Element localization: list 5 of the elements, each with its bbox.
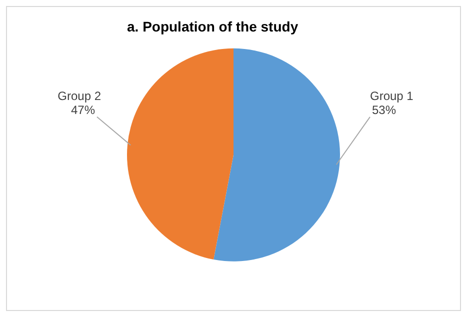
data-label: 53%: [372, 103, 396, 118]
chart-title: a. Population of the study: [127, 18, 298, 34]
data-label: 47%: [70, 103, 96, 118]
slice-label: Group 1: [370, 89, 414, 104]
slice-label: Group 2: [58, 89, 102, 104]
